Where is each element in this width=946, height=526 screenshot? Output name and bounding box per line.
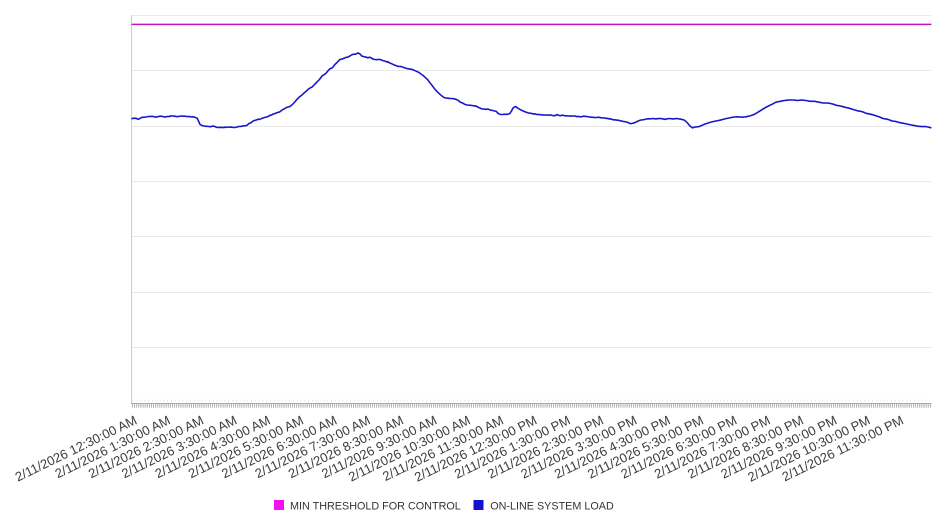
svg-text:ON-LINE SYSTEM LOAD: ON-LINE SYSTEM LOAD — [490, 500, 614, 512]
svg-text:MIN THRESHOLD FOR CONTROL: MIN THRESHOLD FOR CONTROL — [290, 500, 461, 512]
